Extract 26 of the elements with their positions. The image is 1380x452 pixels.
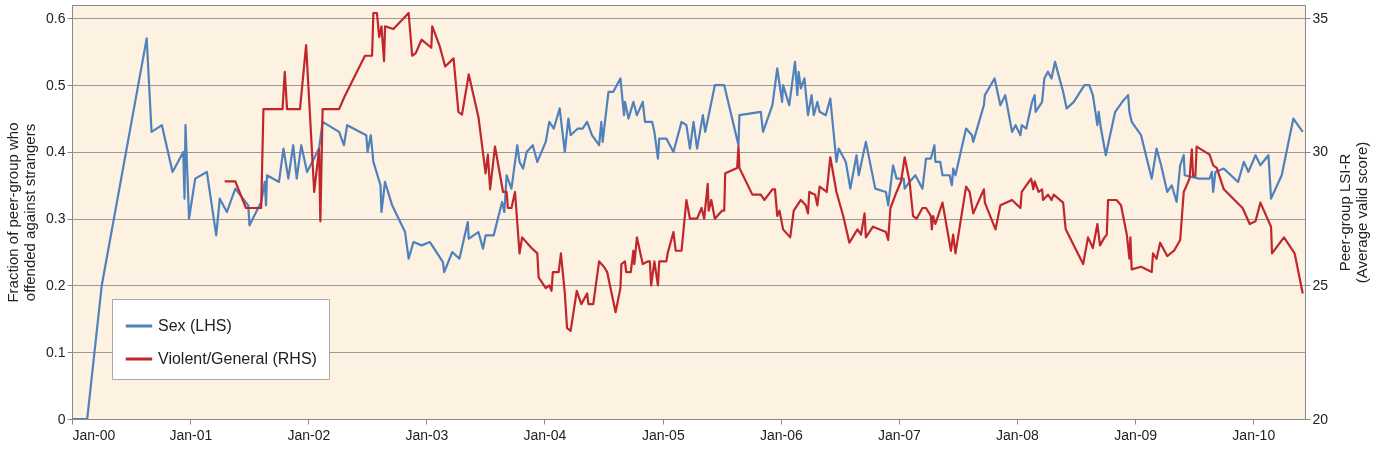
y-tick-label: 0.4 [46,143,66,160]
y2-tick-label: 35 [1312,9,1329,26]
y-tick-label: 0 [57,410,66,427]
legend-label: Violent/General (RHS) [158,350,317,367]
legend-label: Sex (LHS) [158,317,232,334]
y-tick-label: 0.1 [46,343,66,360]
x-tick-label: Jan-07 [877,426,921,443]
y-tick-label: 0.6 [46,9,66,26]
x-tick-label: Jan-00 [72,426,116,443]
x-tick-label: Jan-09 [1114,426,1158,443]
y2-tick-label: 20 [1312,410,1329,427]
y-axis-title: Fraction of peer-group who offended against strangers [4,122,39,303]
x-tick-label: Jan-10 [1232,426,1276,443]
y-tick-label: 0.3 [46,210,66,227]
y-tick-label: 0.5 [46,76,66,93]
x-tick-label: Jan-04 [523,426,567,443]
x-tick-label: Jan-02 [287,426,331,443]
y2-axis-title: Peer-group LSI-R (Average valid score) [1336,141,1371,284]
y-tick-label: 0.2 [46,276,66,293]
y2-tick-label: 25 [1312,276,1329,293]
x-tick-label: Jan-01 [169,426,213,443]
y2-tick-label: 30 [1312,143,1329,160]
x-tick-label: Jan-05 [641,426,685,443]
x-tick-label: Jan-08 [995,426,1039,443]
x-tick-label: Jan-06 [759,426,803,443]
x-tick-label: Jan-03 [405,426,449,443]
